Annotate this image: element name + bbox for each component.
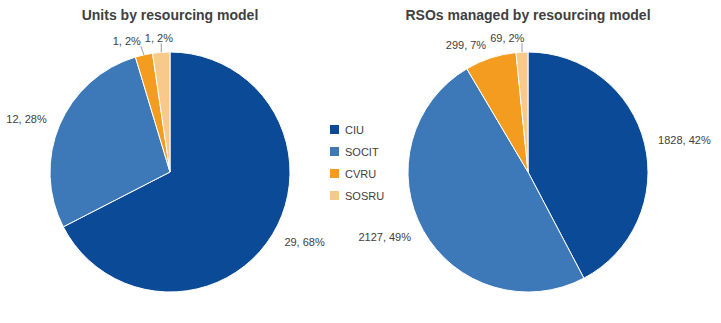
data-label: 1, 2% — [113, 35, 141, 47]
pie-chart: Units by resourcing model 29, 68% 12, 28% 1… — [6, 7, 384, 292]
data-label: 12, 28% — [6, 113, 47, 125]
legend-swatch — [330, 125, 339, 134]
slices — [408, 52, 648, 292]
data-label: 29, 68% — [284, 236, 325, 248]
legend-swatch — [330, 147, 339, 156]
legend-entry: SOSRU — [330, 190, 384, 202]
leader-line — [141, 46, 144, 55]
legend-entry: CVRU — [330, 168, 376, 180]
pie-chart: RSOs managed by resourcing model 1828, 42… — [358, 7, 710, 292]
data-label: 299, 7% — [446, 39, 487, 51]
pie-slice — [516, 52, 528, 172]
legend-label: CVRU — [345, 168, 376, 180]
legend-label: SOSRU — [345, 190, 384, 202]
legend-label: CIU — [345, 124, 364, 136]
pie-slice — [467, 53, 528, 172]
legend-label: SOCIT — [345, 146, 379, 158]
chart-title: Units by resourcing model — [82, 7, 259, 23]
leader-line — [161, 43, 162, 52]
legend-entry: SOCIT — [330, 146, 379, 158]
chart-canvas: Units by resourcing model 29, 68% 12, 28% 1… — [0, 0, 721, 323]
pie-slice — [153, 52, 170, 172]
legend-swatch — [330, 191, 339, 200]
data-label: 1828, 42% — [658, 134, 711, 146]
legend-swatch — [330, 169, 339, 178]
data-label: 69, 2% — [490, 32, 524, 44]
data-label: 2127, 49% — [358, 231, 411, 243]
legend-entry: CIU — [330, 124, 364, 136]
leader-line — [521, 43, 522, 52]
legend: CIU SOCIT CVRU SOSRU — [330, 124, 384, 202]
data-label: 1, 2% — [145, 32, 173, 44]
slices — [50, 52, 290, 292]
chart-title: RSOs managed by resourcing model — [405, 7, 650, 23]
